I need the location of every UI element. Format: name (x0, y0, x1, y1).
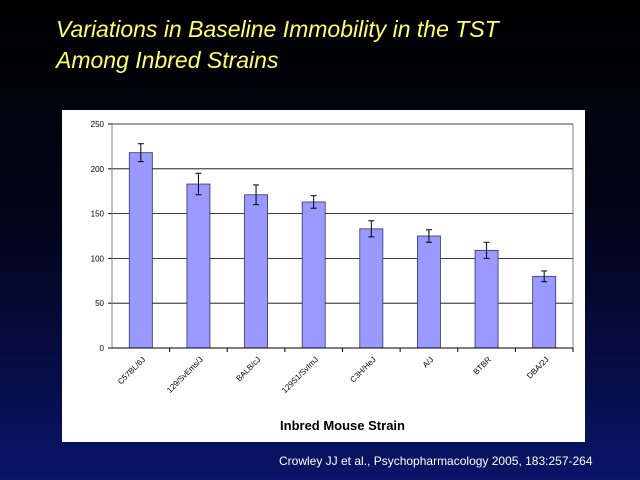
citation: Crowley JJ et al., Psychopharmacology 20… (279, 454, 593, 468)
x-tick-label: 129S1/SvImJ (280, 355, 320, 395)
bar (128, 152, 153, 349)
bar (359, 228, 384, 349)
x-tick-label: C3H/HeJ (348, 355, 377, 384)
y-tick-label: 50 (95, 299, 104, 308)
bar (301, 201, 326, 349)
chart-panel: 0 50 100 150 200 250 C57BL/6J 129/SvEms/J BALB/… (62, 110, 585, 442)
axes (108, 123, 574, 352)
bar (532, 275, 557, 349)
x-tick-label: A/J (421, 355, 436, 370)
gridlines (112, 123, 573, 304)
error-bars (137, 143, 548, 283)
x-tick-label: 129/SvEms/J (165, 355, 205, 395)
bars (128, 152, 557, 349)
x-tick-label: DBA/2J (525, 355, 551, 381)
x-tick-label: BTBR (472, 355, 494, 377)
bar (417, 235, 441, 349)
slide-title: Variations in Baseline Immobility in the… (56, 14, 616, 76)
bar (244, 194, 268, 349)
y-tick-label: 0 (100, 344, 105, 353)
y-tick-label: 200 (91, 165, 105, 174)
slide-title-line-2: Among Inbred Strains (56, 47, 279, 73)
y-tick-labels: 0 50 100 150 200 250 (91, 120, 105, 353)
slide-title-line-1: Variations in Baseline Immobility in the… (56, 16, 499, 42)
y-tick-label: 150 (91, 210, 105, 219)
x-axis-title: Inbred Mouse Strain (280, 418, 405, 433)
y-tick-label: 250 (91, 120, 105, 129)
bar-chart: 0 50 100 150 200 250 C57BL/6J 129/SvEms/J BALB/… (91, 120, 574, 433)
y-tick-label: 100 (91, 254, 105, 263)
x-tick-label: C57BL/6J (116, 355, 147, 386)
bar (186, 183, 211, 349)
bar (474, 249, 499, 349)
x-tick-label: BALB/cJ (234, 355, 262, 383)
x-tick-labels: C57BL/6J 129/SvEms/J BALB/cJ 129S1/SvImJ C3H… (116, 355, 551, 395)
